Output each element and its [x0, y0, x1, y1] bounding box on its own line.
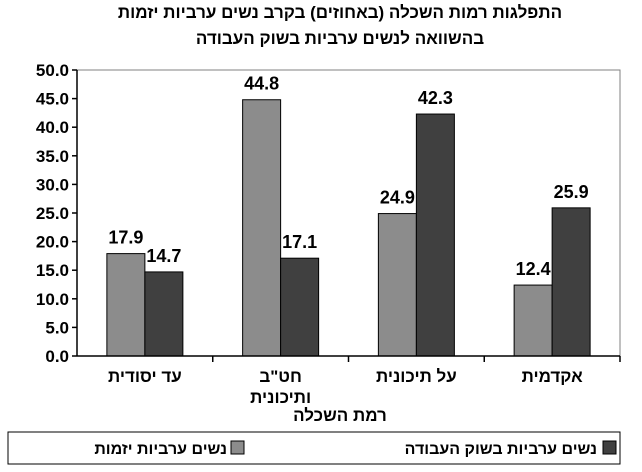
y-tick-label: 0.0 [45, 347, 69, 366]
x-category-label: חט"ב [259, 367, 302, 386]
bars [106, 99, 591, 357]
data-label: 44.8 [244, 74, 279, 94]
y-tick-label: 30.0 [36, 175, 69, 194]
legend: נשים ערביות יזמות נשים ערביות בשוק העבוד… [7, 431, 621, 465]
x-category-label: אקדמית [522, 367, 583, 386]
bar-entrepreneurs-3 [513, 284, 553, 357]
legend-swatch-labor-market [602, 440, 617, 455]
bar-entrepreneurs-2 [377, 213, 417, 357]
data-label: 14.7 [146, 246, 181, 266]
data-label: 17.9 [108, 228, 143, 248]
data-label: 12.4 [516, 259, 551, 279]
y-tick-label: 25.0 [36, 204, 69, 223]
legend-label-entrepreneurs: נשים ערביות יזמות [94, 441, 227, 458]
y-tick-label: 35.0 [36, 147, 69, 166]
x-axis-label: רמת השכלה [293, 406, 387, 425]
legend-label-labor-market: נשים ערביות בשוק העבודה [405, 441, 597, 458]
x-category-label: ותיכונית [250, 388, 311, 407]
bar-entrepreneurs-1 [242, 99, 282, 357]
x-axis-categories: עד יסודית חט"ב ותיכונית על תיכונית אקדמית [108, 356, 621, 407]
bar-labor-market-0 [144, 271, 184, 357]
data-label: 17.1 [282, 232, 317, 252]
y-axis: 0.0 5.0 10.0 15.0 20.0 25.0 30.0 35.0 40.0 45.0 50… [36, 61, 77, 366]
y-tick-label: 20.0 [36, 233, 69, 252]
y-tick-label: 5.0 [45, 318, 69, 337]
y-tick-label: 40.0 [36, 118, 69, 137]
x-category-label: עד יסודית [108, 367, 182, 386]
data-label: 42.3 [418, 88, 453, 108]
y-tick-label: 45.0 [36, 90, 69, 109]
y-tick-label: 50.0 [36, 61, 69, 80]
chart-title-line-1: התפלגות רמות השכלה (באחוזים) בקרב נשים ע… [118, 3, 562, 22]
bar-labor-market-2 [415, 113, 455, 357]
legend-swatch-entrepreneurs [230, 440, 245, 455]
data-label: 25.9 [554, 182, 589, 202]
y-tick-label: 10.0 [36, 290, 69, 309]
bar-labor-market-1 [280, 257, 320, 357]
bar-entrepreneurs-0 [106, 253, 146, 357]
legend-frame [7, 431, 621, 465]
y-tick-label: 15.0 [36, 261, 69, 280]
x-category-label: על תיכונית [376, 367, 457, 386]
bar-labor-market-3 [551, 207, 591, 357]
chart-title-line-2: בהשוואה לנשים ערביות בשוק העבודה [196, 29, 484, 48]
data-label: 24.9 [380, 188, 415, 208]
data-labels: 17.914.7 44.8 17.1 24.9 42.3 12.4 25.9 [108, 74, 588, 279]
